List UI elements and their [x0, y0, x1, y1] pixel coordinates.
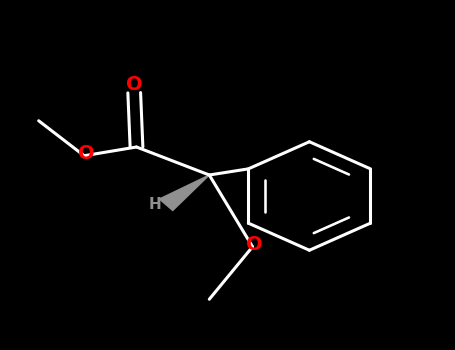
Text: H: H — [148, 197, 161, 211]
Text: O: O — [78, 145, 95, 163]
Polygon shape — [159, 175, 209, 210]
Text: O: O — [247, 236, 263, 254]
Text: O: O — [126, 75, 142, 93]
